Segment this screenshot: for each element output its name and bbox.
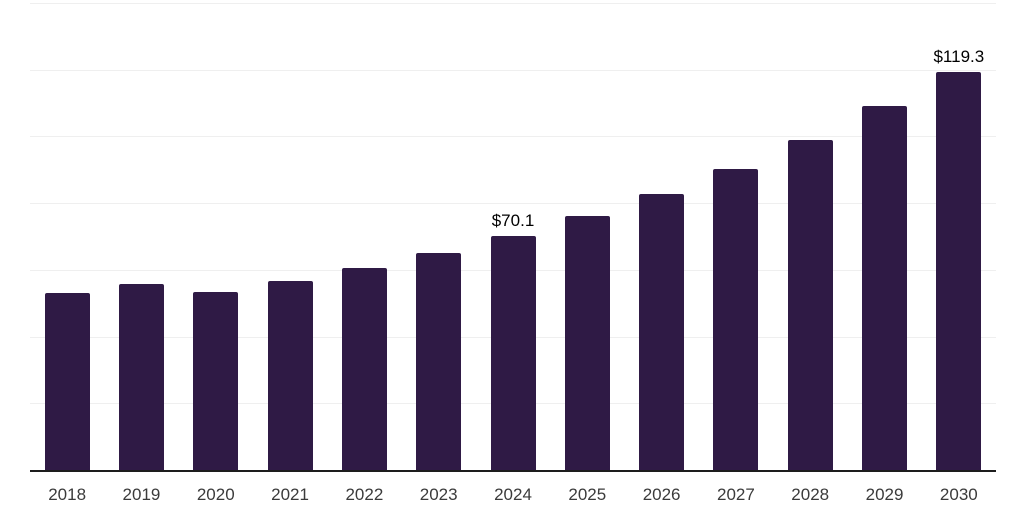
gridline <box>30 3 996 4</box>
x-tick-label-2018: 2018 <box>48 485 87 504</box>
x-tick-label-2019: 2019 <box>122 485 161 504</box>
x-tick-label-2027: 2027 <box>717 485 755 504</box>
bar-2019[interactable] <box>118 283 164 470</box>
x-tick-label-2025: 2025 <box>568 485 607 504</box>
gridline <box>30 69 996 71</box>
x-tick-label-2026: 2026 <box>642 485 681 504</box>
bar-2020[interactable] <box>193 292 239 470</box>
bar-2018[interactable] <box>44 292 90 470</box>
x-tick-label-2029: 2029 <box>865 485 904 504</box>
bar-2022[interactable] <box>341 267 387 470</box>
bar-2030[interactable] <box>936 72 982 470</box>
x-tick-label-2023: 2023 <box>419 485 458 504</box>
bar-2023[interactable] <box>416 253 462 470</box>
x-tick-label-2028: 2028 <box>791 485 830 504</box>
x-tick-label-2021: 2021 <box>271 485 309 504</box>
bar-2024[interactable] <box>490 236 536 470</box>
x-axis-line <box>30 470 996 472</box>
x-tick-label-2020: 2020 <box>196 485 235 504</box>
x-tick-label-2022: 2022 <box>345 485 384 504</box>
bar-value-label-2024: $70.1 <box>491 211 535 231</box>
bar-value-label-2030: $119.3 <box>933 47 985 67</box>
gridline <box>30 203 996 205</box>
bar-2027[interactable] <box>713 168 759 470</box>
bar-2026[interactable] <box>639 194 685 470</box>
x-tick-label-2024: 2024 <box>494 485 532 504</box>
gridline <box>30 136 996 138</box>
bar-2021[interactable] <box>267 281 313 470</box>
x-tick-label-2030: 2030 <box>939 485 978 504</box>
bar-2025[interactable] <box>564 216 610 470</box>
bar-2028[interactable] <box>787 140 833 470</box>
bar-2029[interactable] <box>862 106 908 470</box>
